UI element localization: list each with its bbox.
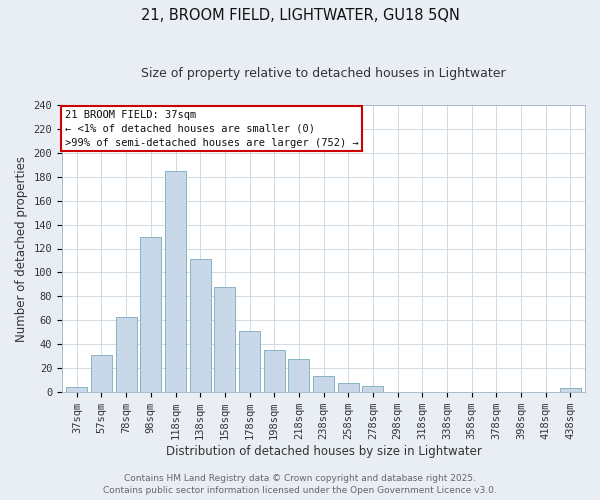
Bar bbox=[190, 259, 211, 392]
Text: Contains HM Land Registry data © Crown copyright and database right 2025.
Contai: Contains HM Land Registry data © Crown c… bbox=[103, 474, 497, 495]
Title: Size of property relative to detached houses in Lightwater: Size of property relative to detached ho… bbox=[141, 68, 506, 80]
Bar bbox=[67, 387, 88, 392]
Bar bbox=[560, 388, 581, 392]
Bar bbox=[338, 384, 359, 392]
Bar bbox=[263, 350, 284, 392]
Bar bbox=[165, 171, 186, 392]
X-axis label: Distribution of detached houses by size in Lightwater: Distribution of detached houses by size … bbox=[166, 444, 481, 458]
Bar bbox=[239, 331, 260, 392]
Bar bbox=[140, 236, 161, 392]
Bar bbox=[214, 286, 235, 392]
Bar bbox=[313, 376, 334, 392]
Text: 21, BROOM FIELD, LIGHTWATER, GU18 5QN: 21, BROOM FIELD, LIGHTWATER, GU18 5QN bbox=[140, 8, 460, 22]
Y-axis label: Number of detached properties: Number of detached properties bbox=[15, 156, 28, 342]
Text: 21 BROOM FIELD: 37sqm
← <1% of detached houses are smaller (0)
>99% of semi-deta: 21 BROOM FIELD: 37sqm ← <1% of detached … bbox=[65, 110, 358, 148]
Bar bbox=[116, 316, 137, 392]
Bar bbox=[289, 360, 310, 392]
Bar bbox=[91, 354, 112, 392]
Bar bbox=[362, 386, 383, 392]
